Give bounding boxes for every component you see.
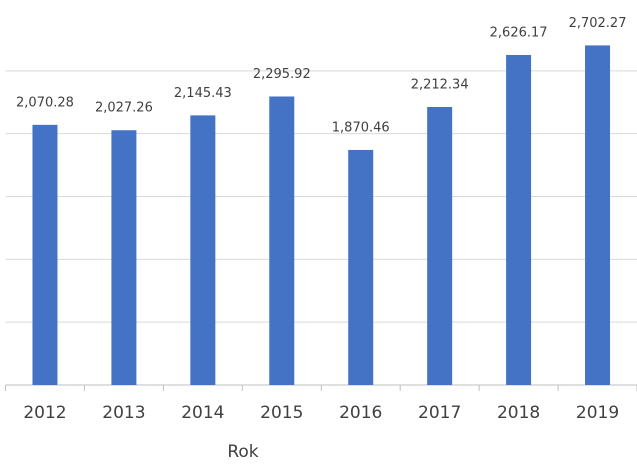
bar <box>585 45 611 386</box>
value-label: 1,870.46 <box>332 120 390 135</box>
x-tick-label: 2017 <box>418 403 461 423</box>
bar <box>269 96 295 386</box>
bar <box>506 54 532 386</box>
value-label: 2,145.43 <box>174 86 232 101</box>
x-tick-label: 2018 <box>497 403 540 423</box>
value-label: 2,702.27 <box>569 16 627 31</box>
value-label: 2,626.17 <box>490 25 548 40</box>
value-label: 2,212.34 <box>411 77 469 92</box>
x-axis-label: Rok <box>227 442 258 462</box>
x-tick-label: 2015 <box>260 403 303 423</box>
value-label: 2,295.92 <box>253 67 311 82</box>
x-tick-label: 2014 <box>181 403 224 423</box>
x-tick-label: 2016 <box>339 403 382 423</box>
x-tick-label: 2013 <box>102 403 145 423</box>
x-tick-label: 2012 <box>23 403 66 423</box>
bar <box>32 124 58 386</box>
bar <box>190 115 216 385</box>
value-label: 2,027.26 <box>95 101 153 116</box>
bar <box>111 130 137 385</box>
x-tick-label: 2019 <box>576 403 619 423</box>
bar <box>348 149 374 385</box>
bar <box>427 106 453 385</box>
value-label: 2,070.28 <box>16 95 74 110</box>
